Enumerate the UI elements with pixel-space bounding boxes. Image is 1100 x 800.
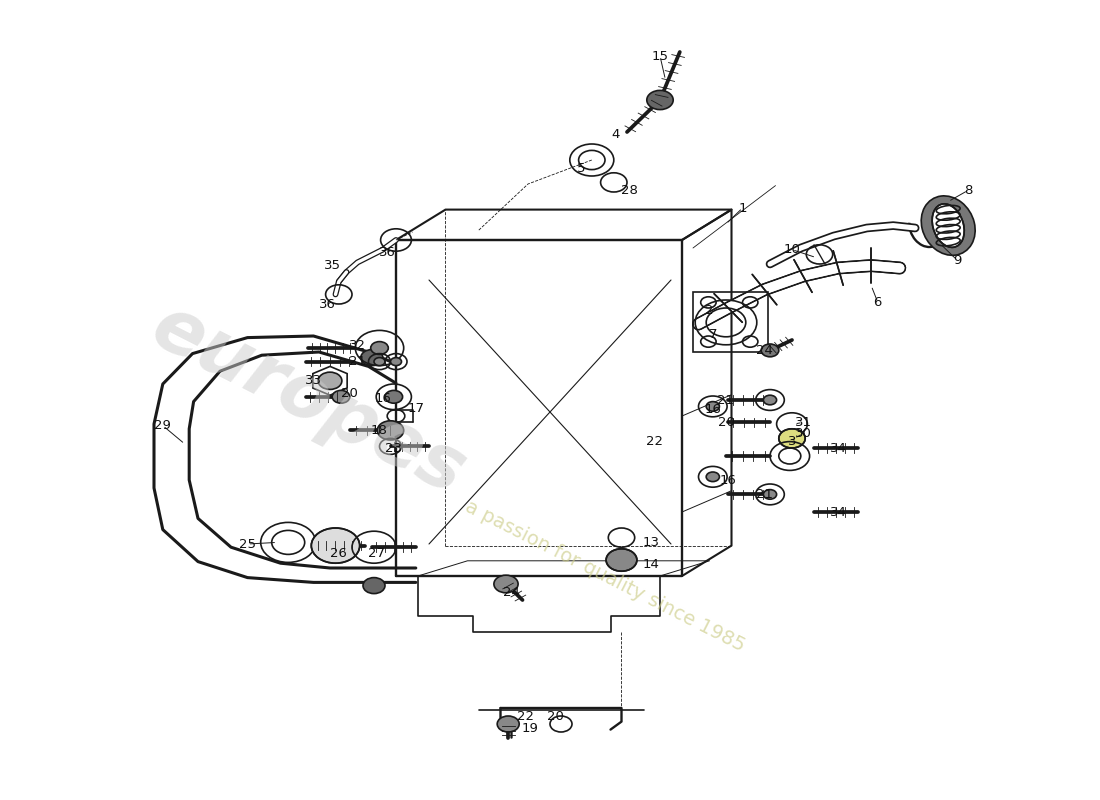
Text: 24: 24 xyxy=(503,586,520,598)
Text: 29: 29 xyxy=(154,419,172,432)
Text: 7: 7 xyxy=(708,328,717,341)
Text: 33: 33 xyxy=(305,374,322,386)
Text: 15: 15 xyxy=(651,50,669,62)
Text: 21: 21 xyxy=(756,488,773,501)
Circle shape xyxy=(385,390,403,403)
Text: 22: 22 xyxy=(517,710,535,722)
Text: 20: 20 xyxy=(341,387,359,400)
Circle shape xyxy=(371,342,388,354)
Text: 16: 16 xyxy=(704,403,722,416)
Text: 16: 16 xyxy=(719,474,737,486)
Text: 8: 8 xyxy=(964,184,972,197)
Text: 31: 31 xyxy=(794,416,812,429)
Text: 32: 32 xyxy=(349,339,366,352)
Text: 21: 21 xyxy=(349,355,366,368)
Text: 21: 21 xyxy=(717,394,735,406)
Text: 20: 20 xyxy=(717,416,735,429)
Circle shape xyxy=(332,390,350,403)
Text: 30: 30 xyxy=(794,427,812,440)
Ellipse shape xyxy=(932,204,965,247)
Ellipse shape xyxy=(921,196,976,255)
Circle shape xyxy=(363,578,385,594)
Text: 20: 20 xyxy=(547,710,564,722)
Circle shape xyxy=(706,402,719,411)
Text: 9: 9 xyxy=(953,254,961,266)
Text: 16: 16 xyxy=(374,392,392,405)
Circle shape xyxy=(311,528,360,563)
Bar xyxy=(693,292,768,352)
Text: 36: 36 xyxy=(378,246,396,258)
Text: 17: 17 xyxy=(407,402,425,414)
Text: 5: 5 xyxy=(576,162,585,174)
Text: 24: 24 xyxy=(756,344,773,357)
Circle shape xyxy=(763,490,777,499)
Text: 4: 4 xyxy=(612,128,620,141)
Text: 1: 1 xyxy=(738,202,747,214)
Circle shape xyxy=(761,344,779,357)
Text: 34: 34 xyxy=(829,442,847,454)
Text: 13: 13 xyxy=(642,536,660,549)
Circle shape xyxy=(606,549,637,571)
Circle shape xyxy=(647,90,673,110)
Text: 10: 10 xyxy=(783,243,801,256)
Text: 23: 23 xyxy=(385,442,403,454)
Text: 28: 28 xyxy=(620,184,638,197)
Text: 34: 34 xyxy=(829,506,847,518)
Text: europes: europes xyxy=(139,290,477,510)
Circle shape xyxy=(390,358,402,366)
Circle shape xyxy=(763,395,777,405)
Circle shape xyxy=(706,472,719,482)
Text: 22: 22 xyxy=(646,435,663,448)
Circle shape xyxy=(377,421,404,440)
Text: 35: 35 xyxy=(323,259,341,272)
Text: 2: 2 xyxy=(705,304,714,317)
Text: a passion for quality since 1985: a passion for quality since 1985 xyxy=(462,497,748,655)
Circle shape xyxy=(361,350,383,366)
Text: 3: 3 xyxy=(788,435,796,448)
Text: 19: 19 xyxy=(521,722,539,734)
Circle shape xyxy=(494,575,518,593)
Text: 25: 25 xyxy=(239,538,256,550)
Text: 26: 26 xyxy=(330,547,348,560)
Text: 6: 6 xyxy=(873,296,882,309)
Circle shape xyxy=(318,372,342,390)
Circle shape xyxy=(374,358,385,366)
Circle shape xyxy=(497,716,519,732)
Text: 14: 14 xyxy=(642,558,660,570)
Text: 18: 18 xyxy=(371,424,388,437)
Circle shape xyxy=(779,429,805,448)
Text: 36: 36 xyxy=(319,298,337,310)
Text: 27: 27 xyxy=(367,547,385,560)
